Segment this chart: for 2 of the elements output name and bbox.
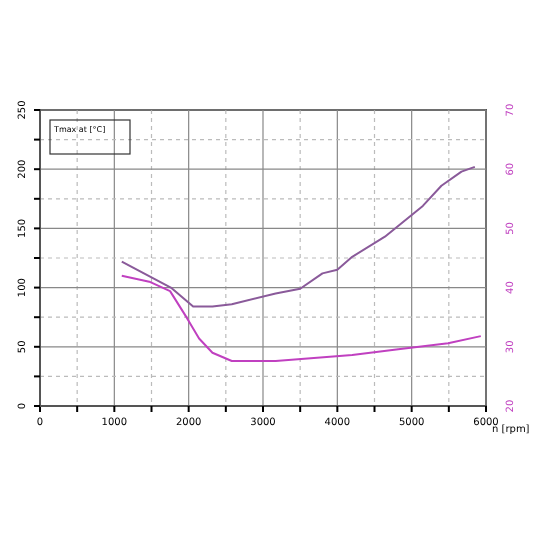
line-series <box>120 274 482 363</box>
line-series <box>120 165 476 308</box>
